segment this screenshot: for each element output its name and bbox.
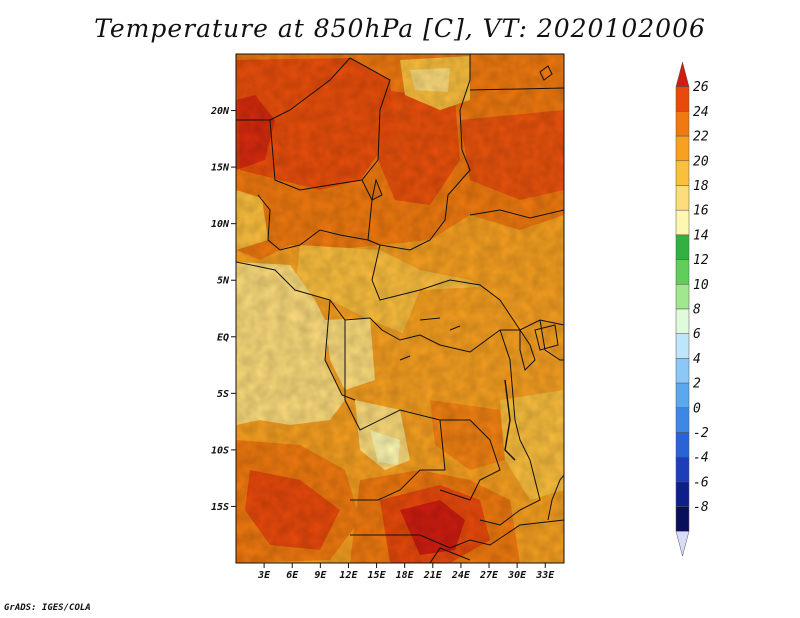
colorbar-swatch [675, 481, 690, 507]
lon-tick-label: 30E [507, 570, 527, 581]
grads-credit: GrADS: IGES/COLA [4, 603, 91, 613]
temperature-field [236, 54, 564, 563]
lat-tick-label: 10N [211, 219, 230, 230]
colorbar-label: 8 [693, 303, 701, 318]
colorbar-swatch [675, 284, 690, 310]
colorbar-swatch [675, 160, 690, 186]
lon-tick-label: 12E [339, 570, 358, 581]
lon-tick-label: 33E [535, 570, 555, 581]
colorbar-swatch [675, 506, 690, 532]
lon-tick-label: 18E [396, 570, 415, 581]
colorbar-label: 16 [693, 204, 709, 219]
colorbar-label: -4 [693, 451, 709, 466]
country-borders [236, 54, 564, 563]
colorbar-label: 4 [693, 352, 701, 367]
colorbar-swatch [675, 209, 690, 236]
colorbar-label: -2 [693, 426, 709, 441]
longitude-axis: 3E 6E 9E 12E 15E 18E 21E 24E 27E 30E 33E [257, 563, 555, 581]
colorbar-label: -8 [693, 500, 709, 515]
lat-tick-label: 20N [210, 106, 230, 117]
colorbar-label: 20 [693, 154, 709, 169]
colorbar-arrow-top [675, 61, 690, 87]
colorbar-label: 2 [693, 377, 701, 392]
colorbar-swatch [675, 234, 690, 260]
lon-tick-label: 6E [286, 570, 299, 581]
lat-tick-label: 5S [217, 389, 229, 400]
colorbar-label: 22 [693, 130, 709, 145]
colorbar-label: 24 [693, 105, 709, 120]
colorbar-swatch [675, 111, 690, 137]
lat-tick-label: EQ [217, 332, 229, 343]
colorbar-swatch [675, 407, 690, 433]
colorbar-arrow-bottom [675, 531, 690, 557]
map-frame [235, 53, 565, 564]
colorbar-swatch [675, 382, 690, 409]
colorbar-label: 12 [693, 253, 709, 268]
colorbar-label: 26 [693, 80, 709, 95]
lat-tick-label: 10S [211, 445, 229, 456]
colorbar-label: 6 [693, 327, 701, 342]
colorbar-swatch [675, 456, 690, 483]
lon-tick-label: 9E [314, 570, 327, 581]
colorbar-swatch [675, 432, 690, 458]
map-title: Temperature at 850hPa [C], VT: 202010200… [94, 14, 706, 43]
colorbar-label: 0 [693, 401, 701, 416]
colorbar-swatch [675, 185, 690, 211]
colorbar-label: 10 [693, 278, 709, 293]
colorbar-swatch [675, 308, 690, 334]
lon-tick-label: 15E [368, 570, 387, 581]
colorbar-label: 14 [693, 228, 709, 243]
colorbar-label: 18 [693, 179, 709, 194]
lat-tick-label: 5N [217, 276, 230, 287]
lon-tick-label: 3E [257, 570, 271, 581]
lon-tick-label: 21E [423, 570, 443, 581]
colorbar-swatch [675, 259, 690, 285]
colorbar-swatch [675, 333, 690, 359]
colorbar-swatch [675, 358, 690, 384]
lon-tick-label: 24E [451, 570, 471, 581]
colorbar-label: -6 [693, 475, 709, 490]
lat-tick-label: 15N [211, 163, 230, 174]
lat-tick-label: 15S [211, 502, 229, 513]
colorbar-swatch [675, 135, 690, 162]
colorbar-swatch [675, 86, 690, 112]
lon-tick-label: 27E [479, 570, 499, 581]
latitude-axis: 20N 15N 10N 5N EQ 5S 10S 15S [210, 106, 236, 513]
